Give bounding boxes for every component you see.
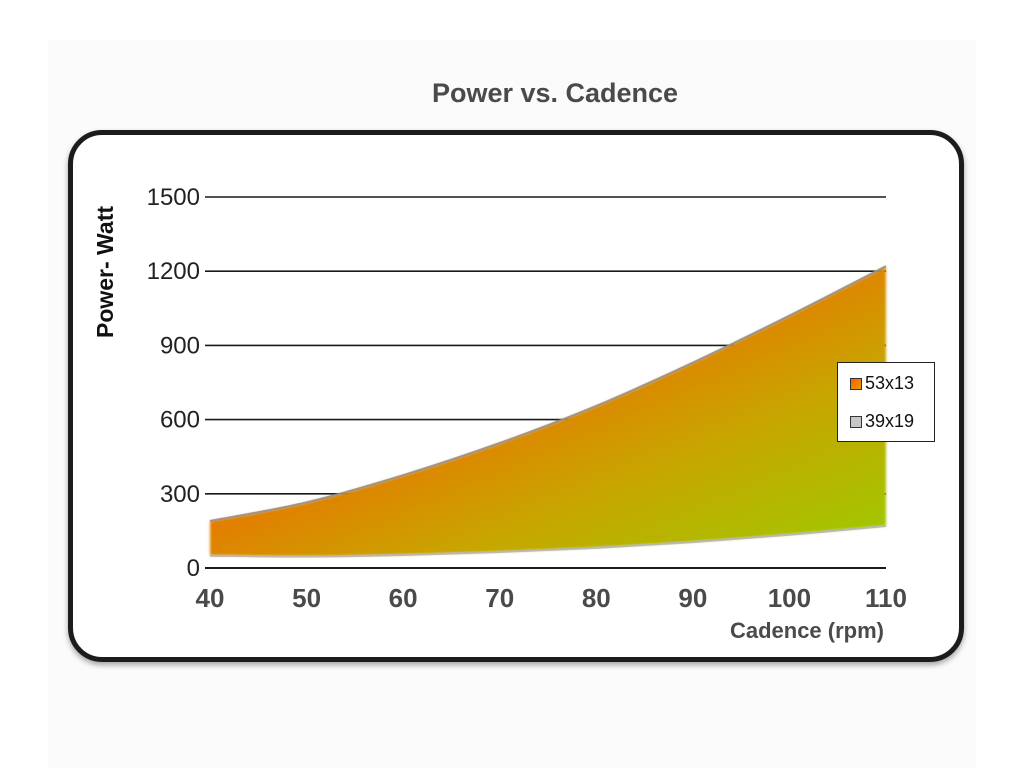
x-axis-label: Cadence (rpm) (730, 618, 884, 643)
legend-label-39x19: 39x19 (865, 411, 915, 431)
x-tick-70: 70 (485, 583, 514, 613)
series-line-53x13 (209, 265, 887, 523)
x-tick-110: 110 (865, 583, 907, 613)
x-tick-90: 90 (678, 583, 707, 613)
x-tick-80: 80 (582, 583, 611, 613)
y-tick-900: 900 (160, 332, 200, 359)
legend-swatch-53x13 (850, 377, 862, 390)
x-tick-100: 100 (768, 583, 811, 613)
y-tick-0: 0 (187, 555, 200, 582)
x-tick-labels: 40 50 60 70 80 90 100 110 (196, 583, 907, 613)
chart-title: Power vs. Cadence (431, 78, 679, 108)
series-lines (209, 265, 887, 558)
x-tick-50: 50 (292, 583, 321, 613)
y-tick-1200: 1200 (147, 258, 200, 285)
legend-item-53x13: 53x13 (850, 373, 914, 394)
series-line-39x19 (209, 524, 887, 558)
y-axis-label: Power- Watt (92, 206, 118, 338)
area-band-fill (210, 266, 886, 557)
legend-item-39x19: 39x19 (850, 411, 914, 432)
legend: 53x13 39x19 (837, 362, 935, 442)
x-tick-40: 40 (196, 583, 225, 613)
y-tick-labels: 0 300 600 900 1200 1500 (147, 184, 200, 582)
y-tick-1500: 1500 (147, 184, 200, 211)
area-band (210, 266, 886, 557)
y-tick-600: 600 (160, 407, 200, 434)
y-tick-300: 300 (160, 481, 200, 508)
legend-swatch-39x19 (850, 415, 862, 428)
x-tick-60: 60 (389, 583, 418, 613)
legend-label-53x13: 53x13 (865, 373, 915, 393)
